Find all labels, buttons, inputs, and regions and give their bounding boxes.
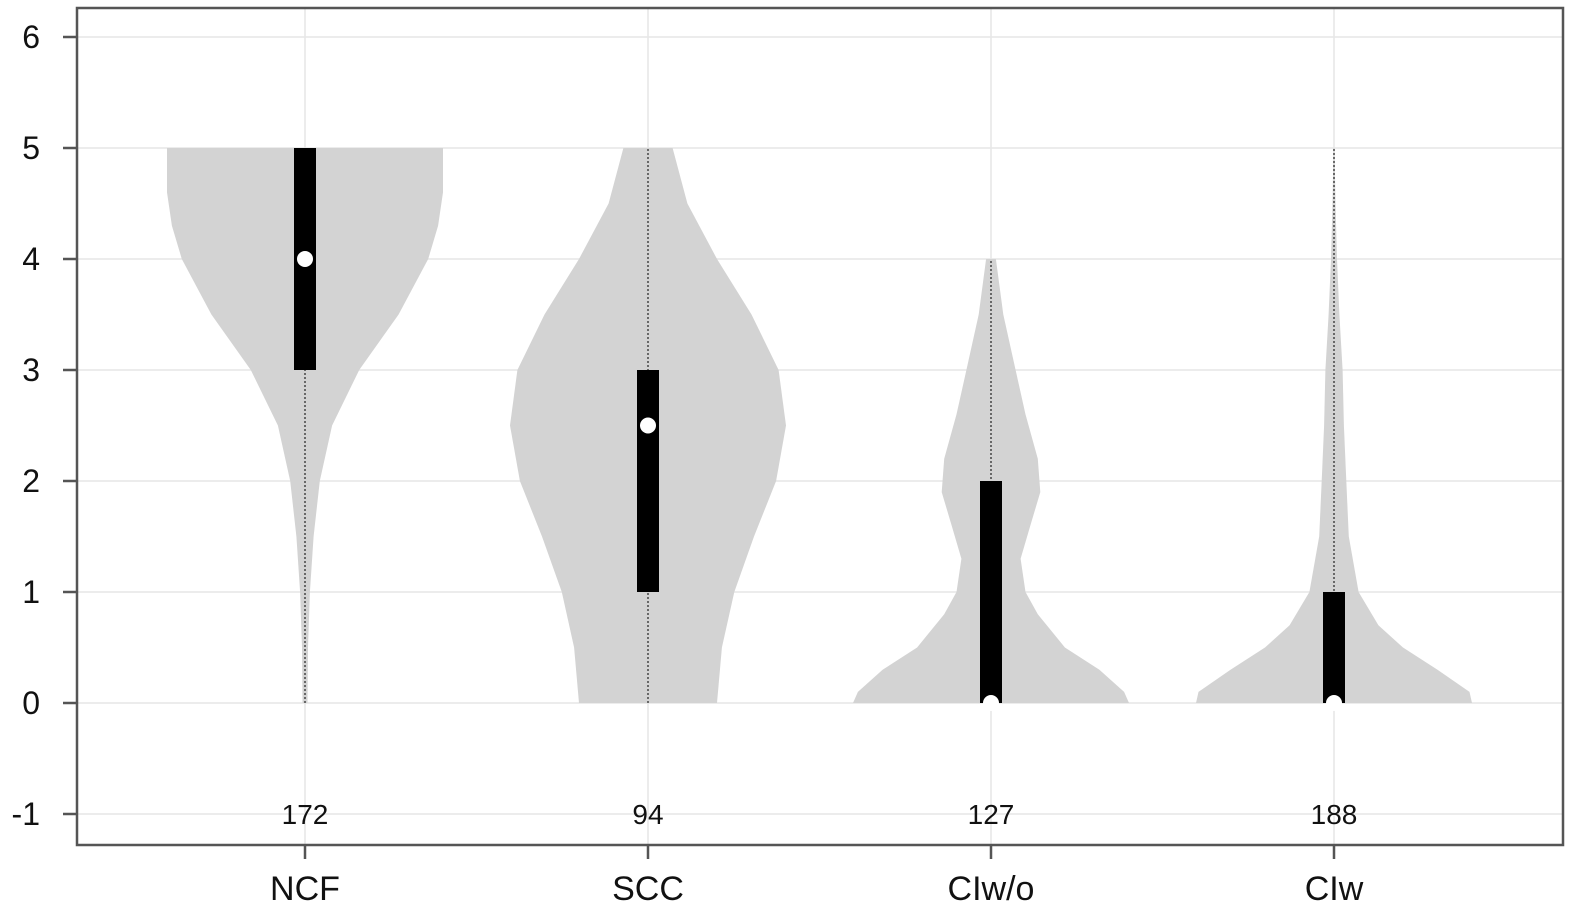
y-tick-label: 1 [22,574,40,610]
count-label: 127 [968,799,1015,830]
y-tick-label: 6 [22,19,40,55]
count-label: 94 [632,799,663,830]
y-tick-label: 5 [22,130,40,166]
violin-median-point [297,251,313,267]
x-category-label: CIw [1305,870,1364,908]
x-category-label: SCC [612,870,684,908]
violin-median-point [640,417,656,434]
violin-median-point [1326,695,1342,711]
x-category-label: NCF [270,870,340,908]
x-axis: NCF SCC CIw/o CIw [270,845,1364,908]
violin-iqr-box [1323,592,1345,703]
y-tick-label: 4 [22,241,40,277]
violin-median-point [983,695,999,711]
violins [167,148,1472,711]
count-labels: 172 94 127 188 [282,799,1358,830]
count-label: 172 [282,799,329,830]
count-label: 188 [1311,799,1358,830]
violin-iqr-box [980,481,1002,703]
plot-frame [75,6,1565,847]
y-tick-label: 2 [22,463,40,499]
y-tick-label: 0 [22,685,40,721]
y-tick-label: -1 [12,796,40,832]
x-category-label: CIw/o [948,870,1035,908]
y-axis: -1 0 1 2 3 4 5 6 [12,19,77,832]
violin-iqr-box [637,370,659,592]
y-tick-label: 3 [22,352,40,388]
